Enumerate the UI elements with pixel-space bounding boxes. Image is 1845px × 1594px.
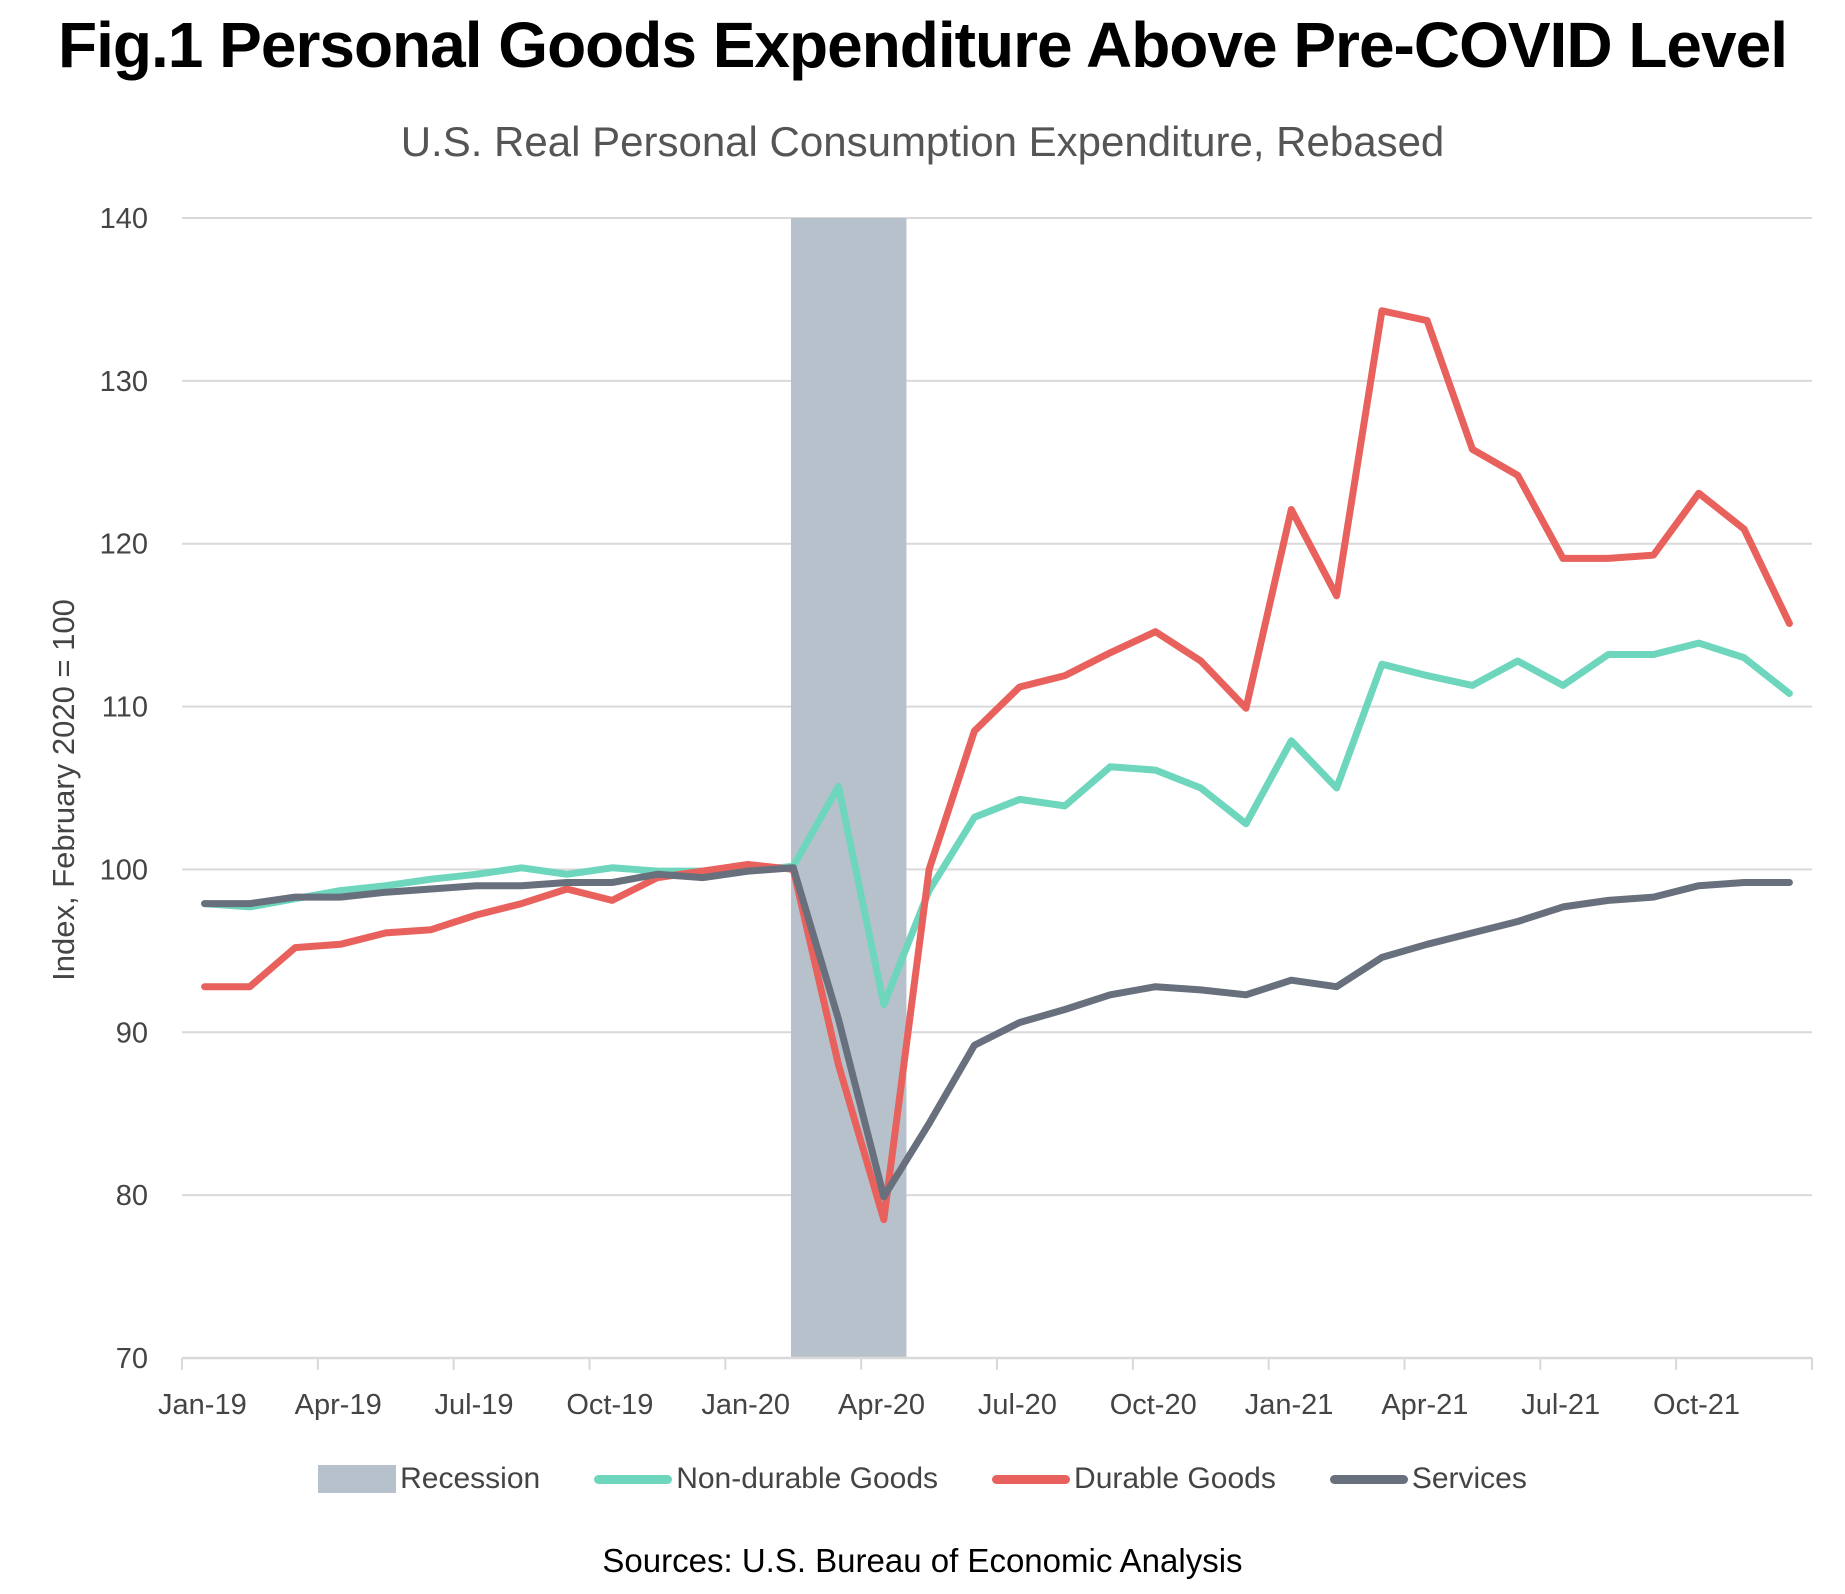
y-tick-label-80: 80	[116, 1180, 148, 1212]
y-axis-ticks: 70 80 90 100 110 120 130 140	[100, 203, 148, 1375]
legend-swatch-durable	[992, 1474, 1071, 1484]
legend-label-recession: Recession	[400, 1462, 541, 1495]
y-tick-label-140: 140	[100, 203, 148, 235]
legend-label-services: Services	[1411, 1462, 1527, 1495]
x-tick-label-apr-20: Apr-20	[838, 1389, 925, 1421]
legend-item-durable: Durable Goods	[992, 1462, 1276, 1496]
legend-swatch-non-durable	[594, 1474, 673, 1484]
y-tick-label-130: 130	[100, 366, 148, 398]
y-tick-label-120: 120	[100, 529, 148, 561]
x-tick-label-jul-20: Jul-20	[978, 1389, 1057, 1421]
gridlines	[182, 217, 1812, 1197]
legend-swatch-recession	[318, 1465, 397, 1493]
x-tick-label-jan-20: Jan-20	[701, 1389, 790, 1421]
y-tick-label-110: 110	[102, 692, 148, 724]
legend: Recession Non-durable Goods Durable Good…	[0, 1462, 1845, 1496]
legend-label-durable: Durable Goods	[1074, 1462, 1276, 1495]
x-tick-label-oct-20: Oct-20	[1110, 1389, 1197, 1421]
series-line-services	[201, 864, 1793, 1201]
y-tick-label-70: 70	[116, 1343, 148, 1375]
legend-item-services: Services	[1329, 1462, 1527, 1496]
legend-label-non-durable: Non-durable Goods	[676, 1462, 939, 1495]
legend-item-recession: Recession	[318, 1462, 540, 1496]
x-tick-label-jan-19: Jan-19	[158, 1389, 247, 1421]
x-tick-label-jul-21: Jul-21	[1521, 1389, 1600, 1421]
legend-item-non-durable: Non-durable Goods	[594, 1462, 938, 1496]
series-line-non-durable	[201, 639, 1793, 1009]
chart-subtitle: U.S. Real Personal Consumption Expenditu…	[400, 118, 1445, 165]
y-tick-label-90: 90	[116, 1017, 148, 1049]
x-tick-label-jul-19: Jul-19	[435, 1389, 514, 1421]
x-tick-label-oct-21: Oct-21	[1653, 1389, 1740, 1421]
x-tick-label-apr-19: Apr-19	[295, 1389, 382, 1421]
series-lines	[201, 307, 1793, 1224]
x-tick-label-oct-19: Oct-19	[566, 1389, 653, 1421]
source-note: Sources: U.S. Bureau of Economic Analysi…	[602, 1542, 1243, 1579]
x-axis: Jan-19 Apr-19 Jul-19 Oct-19 Jan-20 Apr-20 Jul-…	[158, 1356, 1813, 1421]
x-tick-label-apr-21: Apr-21	[1381, 1389, 1468, 1421]
x-tick-label-jan-21: Jan-21	[1245, 1389, 1334, 1421]
legend-swatch-services	[1329, 1474, 1408, 1484]
y-tick-label-100: 100	[100, 854, 148, 886]
chart-title: Fig.1 Personal Goods Expenditure Above P…	[58, 9, 1788, 81]
series-line-durable	[201, 307, 1793, 1224]
